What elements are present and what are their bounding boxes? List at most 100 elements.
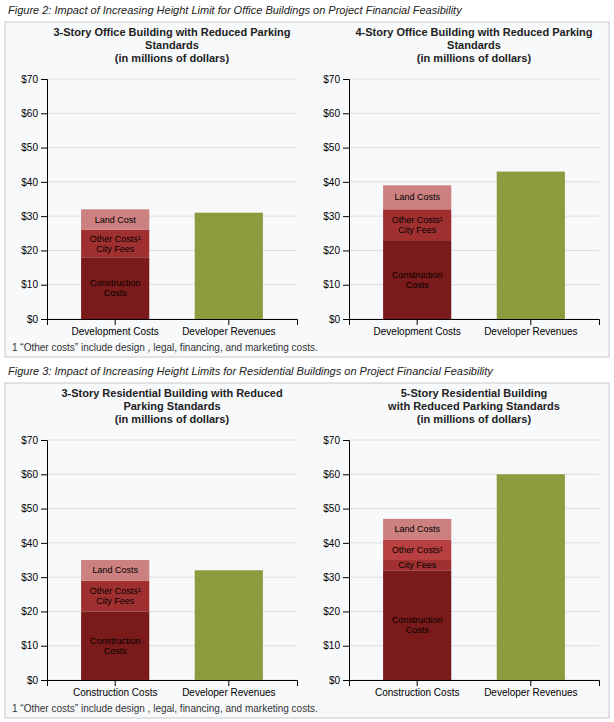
- y-tick-label: $70: [323, 435, 340, 446]
- x-axis: Development CostsDeveloper Revenues: [48, 319, 298, 337]
- y-tick-mark: [343, 216, 349, 217]
- grid: [47, 440, 297, 680]
- y-axis-line: [343, 441, 350, 681]
- footnote: 1 “Other costs” include design , legal, …: [12, 703, 318, 714]
- chart-title: 5-Story Residential Buildingwith Reduced…: [387, 387, 560, 425]
- y-tick-label: $0: [329, 675, 341, 686]
- figure: Figure 2: Impact of Increasing Height Li…: [0, 0, 614, 722]
- y-tick-label: $10: [21, 640, 38, 651]
- y-tick: $40: [21, 538, 47, 549]
- bar-segment: [81, 611, 149, 680]
- chart-title: 3-Story Office Building with Reduced Par…: [53, 26, 290, 64]
- y-tick-mark: [41, 182, 47, 183]
- x-tick: Developer Revenues: [182, 680, 275, 698]
- y-tick: $50: [21, 503, 47, 514]
- bar-segment: [81, 209, 149, 230]
- y-tick-label: $60: [323, 108, 340, 119]
- x-axis-line: [48, 320, 298, 326]
- y-tick: $40: [21, 177, 47, 188]
- bar-segment: [81, 560, 149, 581]
- x-tick: Construction Costs: [73, 680, 157, 698]
- x-tick-label: Developer Revenues: [182, 687, 275, 698]
- segment-label: Other Costs¹: [392, 545, 443, 555]
- y-tick-label: $70: [323, 74, 340, 85]
- y-tick-mark: [343, 680, 349, 681]
- y-tick-label: $60: [21, 108, 38, 119]
- y-tick-mark: [41, 474, 47, 475]
- x-axis: Construction Costs Developer Revenues: [48, 680, 298, 698]
- bar-segment: [81, 257, 149, 319]
- y-axis: $0$10$20$30$40$50$60$70: [323, 74, 349, 325]
- y-tick-label: $0: [27, 314, 39, 325]
- y-axis: $0$10$20$30$40$50$60$70: [21, 74, 47, 325]
- y-tick: $30: [323, 211, 349, 222]
- y-tick: $40: [323, 538, 349, 549]
- x-tick-mark: [530, 319, 531, 325]
- y-tick-mark: [343, 611, 349, 612]
- x-tick-mark: [228, 680, 229, 686]
- y-tick-label: $10: [323, 279, 340, 290]
- y-tick-mark: [343, 79, 349, 80]
- y-tick-label: $40: [21, 538, 38, 549]
- segment-label: Land Costs: [394, 192, 440, 202]
- segment-labels: ConstructionCostsOther Costs¹City FeesLa…: [90, 215, 141, 299]
- y-axis: $0$10$20$30$40$50$60$70: [21, 435, 47, 686]
- y-tick-mark: [41, 148, 47, 149]
- segment-labels: ConstructionCostsOther Costs¹City FeesLa…: [90, 565, 141, 655]
- x-tick-label: Developer Revenues: [484, 687, 577, 698]
- grid-line: [47, 147, 297, 148]
- y-tick: $70: [323, 74, 349, 85]
- grid-line: [349, 147, 599, 148]
- y-tick-mark: [41, 543, 47, 544]
- y-tick: $70: [21, 435, 47, 446]
- y-tick-mark: [41, 577, 47, 578]
- y-tick-label: $30: [21, 572, 38, 583]
- y-tick: $50: [323, 142, 349, 153]
- bar-segment: [81, 581, 149, 612]
- x-tick-label: Development Costs: [374, 326, 461, 337]
- y-tick-mark: [41, 680, 47, 681]
- y-tick: $30: [323, 572, 349, 583]
- figure-title: Figure 3: Impact of Increasing Height Li…: [8, 365, 494, 377]
- y-tick-label: $20: [323, 606, 340, 617]
- y-axis-line: [41, 80, 48, 320]
- y-tick: $60: [323, 469, 349, 480]
- segment-label: ConstructionCosts: [392, 615, 443, 635]
- y-tick-label: $40: [21, 177, 38, 188]
- chart-title: 4-Story Office Building with Reduced Par…: [355, 26, 592, 64]
- segment-label: ConstructionCosts: [392, 270, 443, 290]
- grid-line: [47, 79, 297, 80]
- grid-line: [47, 542, 297, 543]
- x-tick-label: Developer Revenues: [484, 326, 577, 337]
- y-tick: $20: [21, 606, 47, 617]
- x-axis-line: [350, 681, 600, 687]
- y-tick: $10: [323, 640, 349, 651]
- chart: 3-Story Office Building with Reduced Par…: [21, 26, 297, 337]
- y-tick-label: $30: [21, 211, 38, 222]
- x-tick-label: Developer Revenues: [182, 326, 275, 337]
- x-tick-mark: [115, 680, 116, 686]
- y-axis-line: [343, 80, 350, 320]
- y-tick-mark: [41, 319, 47, 320]
- panel-frame: [5, 22, 609, 357]
- y-tick: $50: [323, 503, 349, 514]
- y-tick-mark: [343, 285, 349, 286]
- bars: [383, 474, 565, 680]
- y-tick-label: $70: [21, 74, 38, 85]
- y-tick-mark: [41, 113, 47, 114]
- y-tick: $0: [27, 675, 47, 686]
- y-tick: $20: [323, 245, 349, 256]
- bar-segment: [383, 570, 451, 680]
- y-tick-mark: [343, 646, 349, 647]
- y-tick: $30: [21, 572, 47, 583]
- y-tick-label: $70: [21, 435, 38, 446]
- x-tick: Developer Revenues: [484, 680, 577, 698]
- footnote: 1 “Other costs” include design , legal, …: [12, 342, 318, 353]
- y-tick: $70: [21, 74, 47, 85]
- bar-segment: [383, 240, 451, 319]
- y-tick-mark: [343, 148, 349, 149]
- y-tick: $30: [21, 211, 47, 222]
- y-tick-mark: [343, 543, 349, 544]
- x-tick: Development Costs: [374, 319, 461, 337]
- bars: [81, 560, 263, 680]
